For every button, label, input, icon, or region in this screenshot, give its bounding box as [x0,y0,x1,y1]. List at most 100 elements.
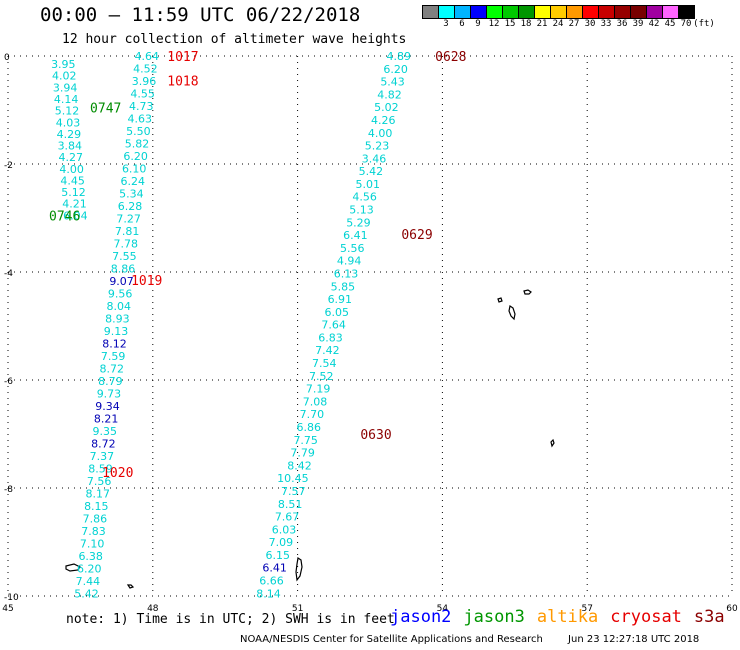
latitude-tick-label: -10 [4,593,19,603]
wave-height-value: 5.42 [359,165,384,178]
wave-height-value: 7.54 [312,357,337,370]
wave-height-value: 7.59 [101,350,126,363]
legend-label: 3 [443,19,449,29]
satellite-legend-altika: altika [536,607,599,627]
wave-height-value: 4.02 [52,70,77,83]
satellite-legend: jason2 jason3 altika cryosat s3a [390,607,737,627]
wave-height-value: 6.04 [63,209,88,222]
pass-label: 0628 [435,50,466,65]
wave-height-value: 9.34 [95,400,120,413]
wave-height-value: 7.56 [87,475,112,488]
pass-label: 1020 [102,466,133,481]
wave-height-value: 4.27 [58,151,83,164]
legend-label: 30 [584,19,596,29]
legend-label: 70 [680,19,692,29]
wave-height-value: 7.57 [281,485,306,498]
legend-label: 15 [504,19,516,29]
wave-height-value: 6.83 [318,331,343,344]
wave-height-value: 4.56 [352,191,377,204]
wave-height-value: 3.95 [51,58,76,71]
wave-height-value: 6.15 [266,549,291,562]
pass-label: 0747 [90,101,121,116]
island-outlines [65,289,555,589]
legend-label: 33 [600,19,612,29]
wave-height-value: 9.07 [109,275,134,288]
wave-height-value: 4.64 [135,50,160,63]
wave-height-value: 5.29 [346,216,371,229]
wave-height-value: 4.00 [368,127,393,140]
footer-note: note: 1) Time is in UTC; 2) SWH is in fe… [66,612,395,627]
legend-swatches [422,5,695,19]
wave-height-value: 4.03 [56,116,81,129]
color-legend: 3 6 9 12 15 18 21 24 27 30 33 36 39 42 45 70 (ft) [422,5,715,33]
wave-height-value: 3.96 [132,75,157,88]
wave-height-value: 6.05 [324,306,349,319]
island-outline [508,305,516,321]
map-tick-labels: 45 48 51 54 57 60 0 -2 -4 -6 -8 -10 [2,53,738,614]
latitude-tick-label: -4 [4,269,13,279]
wave-height-value: 6.13 [334,267,359,280]
credit-timestamp: Jun 23 12:27:18 UTC 2018 [568,634,700,645]
wave-height-value: 8.86 [111,262,136,275]
wave-height-value: 7.55 [112,250,137,263]
wave-height-value: 6.03 [272,523,297,536]
wave-height-value: 5.13 [349,204,374,217]
wave-height-value: 4.73 [129,100,154,113]
wave-height-value: 7.70 [300,408,325,421]
wave-height-value: 6.38 [78,550,103,563]
wave-height-value: 5.23 [365,140,390,153]
wave-height-value: 5.50 [126,125,151,138]
wave-height-value: 8.51 [278,498,303,511]
wave-height-value: 7.86 [83,512,108,525]
wave-height-value: 8.12 [102,337,127,350]
legend-label: 42 [648,19,660,29]
legend-label: 21 [536,19,548,29]
legend-label: 36 [616,19,628,29]
legend-swatch [678,5,695,19]
island-outline [497,297,503,303]
legend-label: 45 [664,19,676,29]
wave-height-value: 3.94 [53,81,78,94]
island-outline [295,556,303,582]
wave-height-value: 8.14 [256,587,281,600]
island-outline [550,438,555,448]
wave-height-value: 8.72 [99,362,124,375]
wave-height-value: 5.01 [355,178,380,191]
credit-text: NOAA/NESDIS Center for Satellite Applica… [240,634,543,645]
wave-height-value: 9.73 [97,387,122,400]
wave-height-value: 7.19 [306,383,331,396]
wave-height-value: 7.27 [116,212,141,225]
wave-height-value: 7.44 [76,575,101,588]
wave-height-value: 7.79 [290,447,315,460]
satellite-legend-s3a: s3a [693,607,725,627]
longitude-tick-label: 48 [147,604,159,614]
wave-height-value: 8.21 [94,412,119,425]
legend-label: 6 [459,19,465,29]
wave-height-value: 4.94 [337,255,362,268]
chart-title: 00:00 – 11:59 UTC 06/22/2018 [40,4,361,26]
wave-height-value: 6.41 [262,562,287,575]
wave-height-value: 4.21 [62,198,87,211]
wave-height-value: 4.00 [59,163,84,176]
wave-height-value: 5.82 [125,137,150,150]
island-outline [126,584,135,589]
wave-height-value: 8.04 [107,300,132,313]
wave-height-value: 4.45 [60,174,85,187]
longitude-tick-label: 54 [437,604,449,614]
wave-height-value: 6.28 [118,200,143,213]
wave-height-value: 6.41 [343,229,368,242]
wave-height-value: 4.55 [130,87,155,100]
wave-height-value: 5.34 [119,187,144,200]
wave-height-value: 8.79 [98,375,123,388]
pass-label: 0746 [49,209,80,224]
satellite-legend-jason3: jason3 [463,607,525,627]
wave-height-value: 7.37 [90,450,115,463]
wave-height-value: 6.91 [328,293,353,306]
wave-height-value: 8.42 [287,459,312,472]
wave-height-value: 9.56 [108,287,133,300]
wave-height-value: 5.12 [55,105,80,118]
wave-height-value: 8.15 [84,500,109,513]
wave-height-value: 7.67 [275,511,300,524]
wave-height-value: 6.66 [259,575,284,588]
